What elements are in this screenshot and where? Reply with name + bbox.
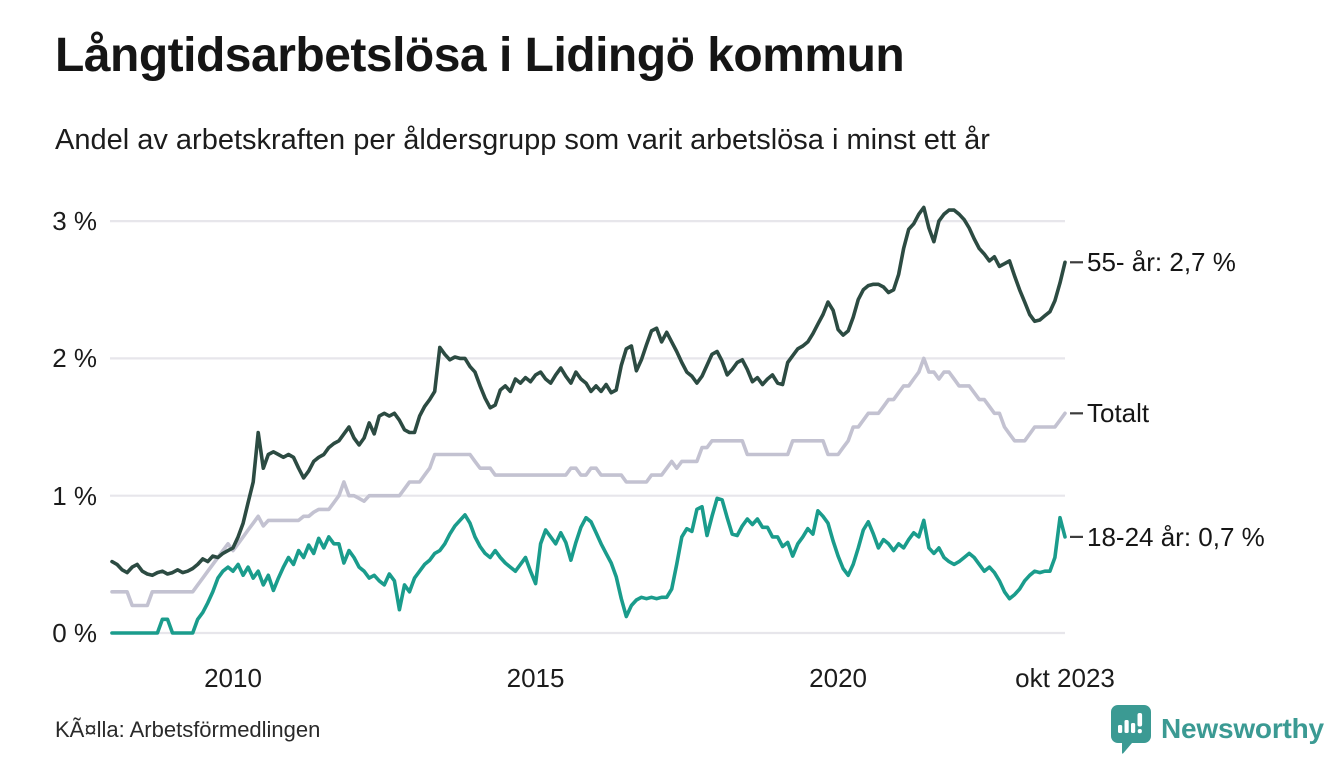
- newsworthy-wordmark: Newsworthy: [1161, 713, 1324, 744]
- y-axis-tick-label: 2 %: [52, 343, 97, 374]
- x-axis-tick-label: 2010: [204, 663, 262, 693]
- x-axis-tick-label: okt 2023: [1015, 663, 1115, 693]
- page-title: Långtidsarbetslösa i Lidingö kommun: [55, 29, 905, 82]
- newsworthy-logo-icon: [1110, 704, 1152, 754]
- page-subtitle: Andel av arbetskraften per åldersgrupp s…: [55, 124, 990, 156]
- series-label-55: 55- år: 2,7 %: [1087, 247, 1236, 278]
- source-text: KÃ¤lla: Arbetsförmedlingen: [55, 717, 321, 742]
- newsworthy-logo[interactable]: Newsworthy: [1110, 703, 1324, 755]
- series-label-18-24: 18-24 år: 0,7 %: [1087, 521, 1265, 552]
- y-axis-tick-label: 0 %: [52, 618, 97, 648]
- y-axis-tick-label: 3 %: [52, 206, 97, 237]
- series-label-totalt: Totalt: [1087, 398, 1150, 429]
- x-axis-tick-label: 2015: [506, 663, 565, 693]
- x-axis-tick-label: 2020: [809, 663, 868, 693]
- y-axis-tick-label: 1 %: [52, 480, 97, 511]
